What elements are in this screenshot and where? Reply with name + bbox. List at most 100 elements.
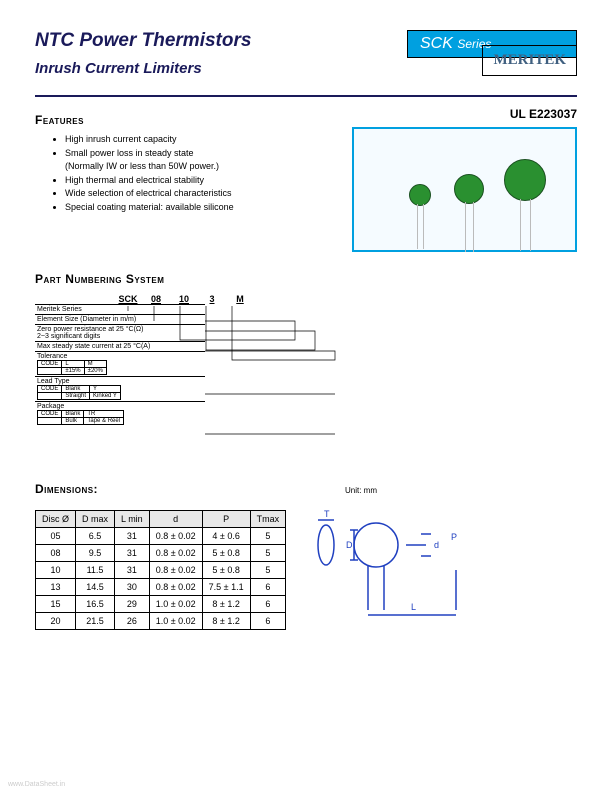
dim-cell: 7.5 ± 1.1: [202, 579, 250, 596]
dim-cell: 08: [36, 545, 76, 562]
dimensions-block: Dimensions: Unit: mm Disc ØD maxL mindPT…: [35, 476, 577, 630]
pns-code: M: [227, 294, 253, 304]
svg-text:L: L: [411, 602, 416, 612]
dim-cell: 5: [250, 545, 286, 562]
svg-text:d: d: [434, 540, 439, 550]
pns-code: 08: [143, 294, 169, 304]
table-row: 1516.5291.0 ± 0.028 ± 1.26: [36, 596, 286, 613]
feature-item: Wide selection of electrical characteris…: [65, 187, 234, 201]
pns-row: Meritek Series: [35, 304, 205, 314]
feature-item: Small power loss in steady state: [65, 147, 234, 161]
pns-row: Lead Type CODEBlankY StraightKinked Y: [35, 376, 205, 401]
page-subtitle: Inrush Current Limiters: [35, 60, 251, 77]
dim-cell: 5: [250, 562, 286, 579]
features-row: Features High inrush current capacitySma…: [35, 107, 577, 252]
dim-cell: 6: [250, 613, 286, 630]
svg-text:T: T: [324, 510, 330, 519]
dimensions-table: Disc ØD maxL mindPTmax 056.5310.8 ± 0.02…: [35, 510, 286, 630]
series-text: SCK Series: [420, 35, 491, 52]
pns-code: SCK: [115, 294, 141, 304]
dim-cell: 21.5: [76, 613, 115, 630]
ul-label: UL E223037: [352, 107, 577, 121]
features-block: Features High inrush current capacitySma…: [35, 107, 234, 252]
pns-code: 10: [171, 294, 197, 304]
table-row: 1314.5300.8 ± 0.027.5 ± 1.16: [36, 579, 286, 596]
dim-cell: 8 ± 1.2: [202, 613, 250, 630]
product-block: UL E223037: [352, 107, 577, 252]
dim-cell: 05: [36, 528, 76, 545]
divider: [35, 95, 577, 97]
table-row: 089.5310.8 ± 0.025 ± 0.85: [36, 545, 286, 562]
dim-cell: 26: [115, 613, 150, 630]
dim-cell: 0.8 ± 0.02: [149, 545, 202, 562]
features-list: High inrush current capacitySmall power …: [65, 133, 234, 214]
dim-cell: 5 ± 0.8: [202, 562, 250, 579]
dim-cell: 0.8 ± 0.02: [149, 528, 202, 545]
dimensions-body: 056.5310.8 ± 0.024 ± 0.65089.5310.8 ± 0.…: [36, 528, 286, 630]
dim-cell: 14.5: [76, 579, 115, 596]
svg-text:P: P: [451, 532, 457, 542]
tolerance-table: CODELM ±15%±20%: [37, 360, 107, 375]
package-table: CODEBlankTR BulkTape & Reel: [37, 410, 124, 425]
dim-cell: 6.5: [76, 528, 115, 545]
pns-codes: SCK08103M: [115, 294, 577, 304]
dim-cell: 10: [36, 562, 76, 579]
dimension-diagram: D T d P L: [306, 510, 496, 620]
pns-row: Max steady state current at 25 °C(A): [35, 341, 205, 351]
dim-cell: 9.5: [76, 545, 115, 562]
dim-col-header: D max: [76, 511, 115, 528]
dim-cell: 6: [250, 579, 286, 596]
pns-rows: Meritek Series Element Size (Diameter in…: [35, 304, 577, 426]
dimensions-unit: Unit: mm: [345, 486, 377, 495]
dim-cell: 1.0 ± 0.02: [149, 613, 202, 630]
dim-col-header: d: [149, 511, 202, 528]
dim-cell: 5: [250, 528, 286, 545]
lead-table: CODEBlankY StraightKinked Y: [37, 385, 121, 400]
dim-cell: 8 ± 1.2: [202, 596, 250, 613]
dim-cell: 1.0 ± 0.02: [149, 596, 202, 613]
pns-row: Element Size (Diameter in m/m): [35, 314, 205, 324]
part-numbering-block: Part Numbering System SCK08103M Meritek …: [35, 272, 577, 426]
feature-item: High inrush current capacity: [65, 133, 234, 147]
dim-cell: 15: [36, 596, 76, 613]
dim-cell: 4 ± 0.6: [202, 528, 250, 545]
dim-cell: 5 ± 0.8: [202, 545, 250, 562]
dim-cell: 6: [250, 596, 286, 613]
dim-col-header: P: [202, 511, 250, 528]
dim-cell: 0.8 ± 0.02: [149, 562, 202, 579]
svg-text:D: D: [346, 540, 353, 550]
table-row: 2021.5261.0 ± 0.028 ± 1.26: [36, 613, 286, 630]
feature-item: (Normally IW or less than 50W power.): [65, 160, 234, 174]
dim-cell: 30: [115, 579, 150, 596]
dimensions-header-row: Disc ØD maxL mindPTmax: [36, 511, 286, 528]
table-row: 056.5310.8 ± 0.024 ± 0.65: [36, 528, 286, 545]
pns-heading: Part Numbering System: [35, 272, 577, 286]
product-image: [352, 127, 577, 252]
dim-col-header: Tmax: [250, 511, 286, 528]
dimensions-heading: Dimensions:: [35, 482, 98, 496]
dim-cell: 29: [115, 596, 150, 613]
page-title: NTC Power Thermistors: [35, 30, 251, 52]
thermistor-large-icon: [504, 159, 546, 201]
dim-col-header: L min: [115, 511, 150, 528]
dim-cell: 31: [115, 528, 150, 545]
pns-code: 3: [199, 294, 225, 304]
dim-cell: 13: [36, 579, 76, 596]
dim-cell: 16.5: [76, 596, 115, 613]
dim-col-header: Disc Ø: [36, 511, 76, 528]
pns-row: Tolerance CODELM ±15%±20%: [35, 351, 205, 376]
feature-item: High thermal and electrical stability: [65, 174, 234, 188]
brand-label: MERITEK: [482, 45, 577, 76]
title-block: NTC Power Thermistors Inrush Current Lim…: [35, 30, 251, 77]
watermark: www.DataSheet.in: [8, 781, 65, 788]
dim-cell: 31: [115, 562, 150, 579]
dim-cell: 0.8 ± 0.02: [149, 579, 202, 596]
pns-row: Package CODEBlankTR BulkTape & Reel: [35, 401, 205, 426]
table-row: 1011.5310.8 ± 0.025 ± 0.85: [36, 562, 286, 579]
dim-cell: 31: [115, 545, 150, 562]
thermistor-small-icon: [409, 184, 431, 206]
pns-row: Zero power resistance at 25 °C(Ω) 2~3 si…: [35, 324, 205, 341]
dim-cell: 20: [36, 613, 76, 630]
thermistor-medium-icon: [454, 174, 484, 204]
dim-cell: 11.5: [76, 562, 115, 579]
